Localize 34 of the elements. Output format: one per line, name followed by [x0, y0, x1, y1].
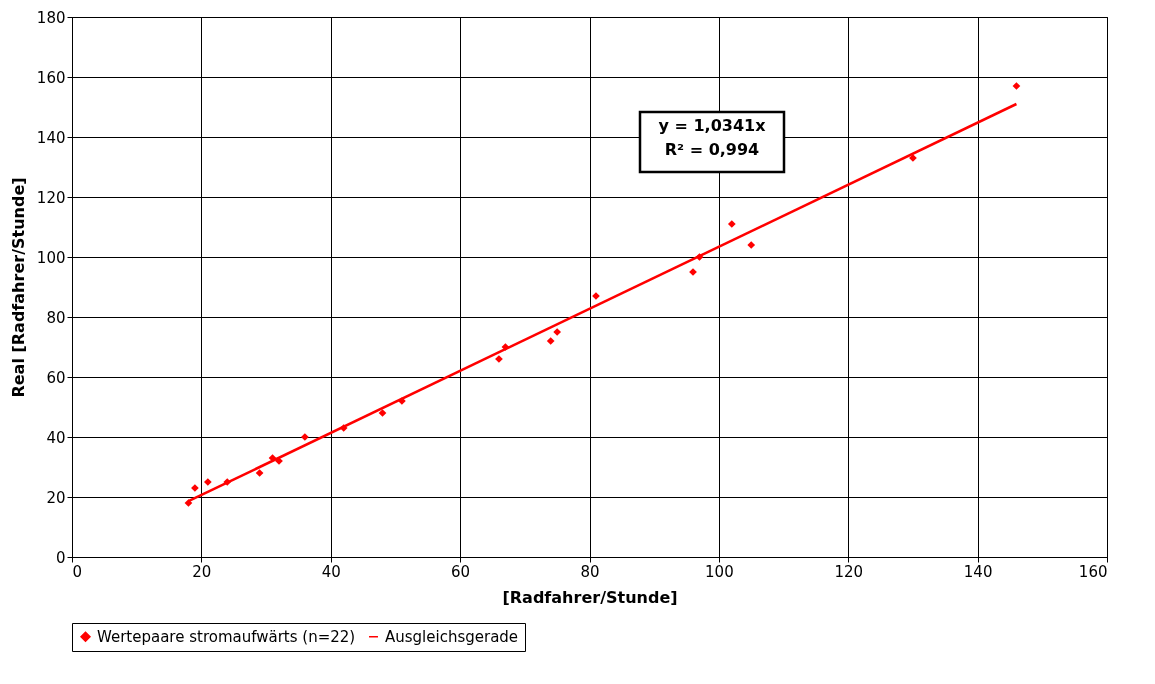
point — [727, 220, 736, 228]
x-tick-label: 80 — [580, 562, 600, 581]
x-tick-label: 40 — [321, 562, 341, 581]
point — [255, 469, 264, 477]
y-tick-label: 40 — [46, 428, 66, 447]
y-tick-label: 180 — [36, 8, 66, 27]
x-tick-label: 60 — [451, 562, 471, 581]
y-tick-label: 20 — [46, 488, 66, 507]
annotation: y = 1,0341x — [658, 116, 767, 135]
y-tick-label: 160 — [36, 68, 66, 87]
y-tick-label: 60 — [46, 368, 66, 387]
y-tick-label: 0 — [55, 548, 66, 567]
point — [184, 499, 193, 507]
point — [546, 337, 555, 345]
y-tick-label: 140 — [36, 128, 66, 147]
point — [203, 478, 212, 486]
x-tick-label: 100 — [705, 562, 734, 581]
point — [378, 409, 387, 417]
y-tick-label: 80 — [46, 308, 66, 327]
x-axis-title: [Radfahrer/Stunde] — [502, 587, 678, 607]
x-tick-label: 120 — [834, 562, 864, 581]
x-tick-label: 0 — [72, 562, 83, 581]
x-tick-label: 20 — [192, 562, 212, 581]
annotation: R² = 0,994 — [664, 140, 760, 159]
point — [1012, 82, 1021, 90]
legend-label: Wertepaare stromaufwärts (n=22) — [97, 627, 356, 646]
x-tick-label: 140 — [963, 562, 993, 581]
y-axis-title: Real [Radfahrer/Stunde] — [8, 177, 28, 398]
point — [747, 241, 756, 249]
x-tick-label: 160 — [1078, 562, 1108, 581]
legend-label: Ausgleichsgerade — [385, 627, 519, 646]
y-tick-label: 100 — [36, 248, 66, 267]
y-tick-label: 120 — [36, 188, 66, 207]
point — [553, 328, 562, 336]
